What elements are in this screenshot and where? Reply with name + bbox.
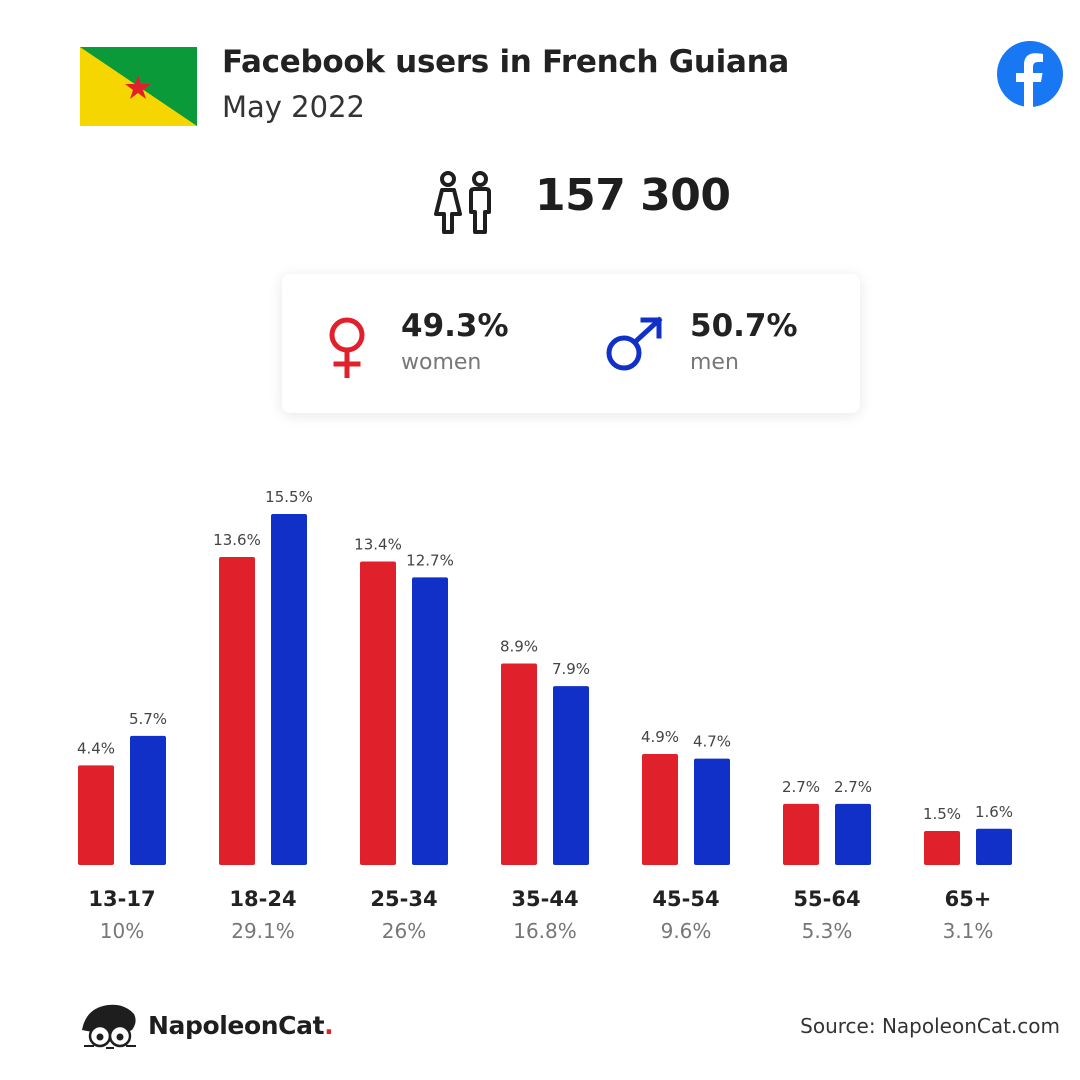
- female-symbol-icon: [329, 317, 365, 378]
- category-total-label: 26%: [382, 919, 426, 943]
- category-label: 45-54: [652, 887, 719, 911]
- bar-65+-series-2: [976, 828, 1012, 865]
- bar-value-label: 4.4%: [77, 739, 115, 757]
- category-label: 18-24: [229, 887, 296, 911]
- category-label: 35-44: [511, 887, 578, 911]
- bar-45-54-series-2: [694, 758, 730, 865]
- bar-55-64-series-1: [783, 803, 819, 865]
- category-total-label: 10%: [100, 919, 144, 943]
- people-icon: [434, 171, 491, 234]
- page-title: Facebook users in French Guiana: [222, 44, 790, 80]
- category-total-label: 16.8%: [513, 919, 577, 943]
- brand-name: NapoleonCat.: [148, 1011, 334, 1040]
- bar-value-label: 12.7%: [406, 551, 454, 569]
- male-percentage: 50.7%: [690, 308, 798, 344]
- bar-65+-series-1: [924, 831, 960, 865]
- female-label: women: [401, 350, 482, 375]
- bar-35-44-series-1: [501, 663, 537, 865]
- bar-value-label: 4.9%: [641, 728, 679, 746]
- bar-value-label: 8.9%: [500, 637, 538, 655]
- facebook-logo-icon: [997, 41, 1063, 107]
- french-guiana-flag: [80, 47, 197, 126]
- bar-value-label: 15.5%: [265, 488, 313, 506]
- bar-value-label: 2.7%: [834, 778, 872, 796]
- bar-value-label: 7.9%: [552, 660, 590, 678]
- category-label: 13-17: [88, 887, 155, 911]
- bar-18-24-series-1: [219, 557, 255, 865]
- category-total-label: 5.3%: [802, 919, 853, 943]
- bar-13-17-series-1: [78, 765, 114, 865]
- category-label: 55-64: [793, 887, 860, 911]
- bar-value-label: 2.7%: [782, 778, 820, 796]
- bar-value-label: 13.4%: [354, 536, 402, 554]
- female-percentage: 49.3%: [401, 308, 509, 344]
- bar-18-24-series-2: [271, 514, 307, 865]
- bar-value-label: 5.7%: [129, 710, 167, 728]
- bar-35-44-series-2: [553, 686, 589, 865]
- page-subtitle: May 2022: [222, 90, 365, 124]
- bar-25-34-series-1: [360, 561, 396, 865]
- bar-value-label: 13.6%: [213, 531, 261, 549]
- category-total-label: 3.1%: [943, 919, 994, 943]
- napoleoncat-brand: NapoleonCat.: [78, 1000, 338, 1055]
- category-label: 65+: [945, 887, 992, 911]
- gender-card: 49.3% women 50.7% men: [282, 274, 860, 413]
- bar-value-label: 1.6%: [975, 803, 1013, 821]
- male-symbol-icon: [606, 316, 663, 371]
- category-label: 25-34: [370, 887, 437, 911]
- napoleoncat-logo-icon: [82, 1004, 136, 1049]
- bar-55-64-series-2: [835, 803, 871, 865]
- bar-value-label: 4.7%: [693, 733, 731, 751]
- age-bar-chart: 4.4% 5.7% 13-17 10% 13.6% 15.5% 18-24 29.1% 13.4…: [77, 488, 1013, 943]
- bar-value-label: 1.5%: [923, 805, 961, 823]
- category-total-label: 29.1%: [231, 919, 295, 943]
- bar-45-54-series-1: [642, 754, 678, 865]
- bar-25-34-series-2: [412, 577, 448, 865]
- bar-13-17-series-2: [130, 735, 166, 865]
- male-label: men: [690, 350, 739, 375]
- category-total-label: 9.6%: [661, 919, 712, 943]
- total-users: 157 300: [535, 170, 731, 221]
- source-text: Source: NapoleonCat.com: [800, 1014, 1060, 1038]
